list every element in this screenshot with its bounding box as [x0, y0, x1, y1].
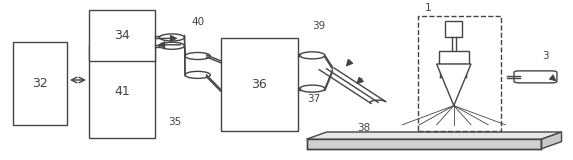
- Text: 1: 1: [425, 3, 432, 13]
- Bar: [418, 16, 501, 131]
- Bar: [13, 42, 67, 125]
- Text: 3: 3: [542, 51, 549, 61]
- Text: 40: 40: [191, 17, 204, 27]
- Polygon shape: [437, 64, 471, 106]
- FancyBboxPatch shape: [514, 71, 557, 83]
- Bar: [221, 38, 298, 131]
- Bar: [445, 21, 462, 37]
- Bar: [439, 51, 469, 64]
- Bar: [89, 10, 155, 61]
- Polygon shape: [307, 132, 562, 139]
- Text: 36: 36: [252, 78, 267, 91]
- Text: 38: 38: [357, 123, 371, 133]
- Text: 35: 35: [168, 117, 182, 127]
- Bar: [89, 45, 155, 138]
- Text: 34: 34: [114, 29, 129, 42]
- Text: 41: 41: [114, 85, 129, 98]
- Text: 32: 32: [32, 77, 48, 90]
- Text: 37: 37: [307, 94, 321, 104]
- Polygon shape: [307, 139, 541, 149]
- Text: 39: 39: [312, 21, 325, 31]
- Polygon shape: [541, 132, 562, 149]
